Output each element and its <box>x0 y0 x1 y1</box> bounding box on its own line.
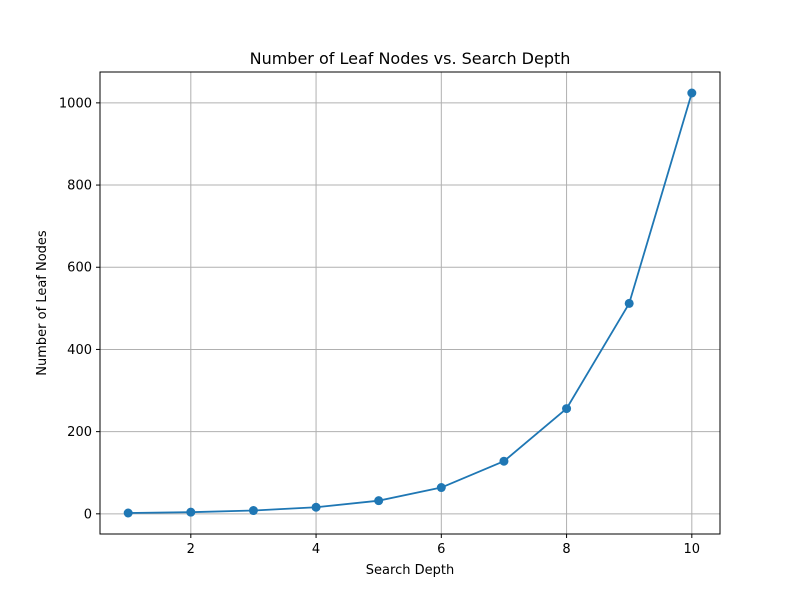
data-point <box>123 508 133 518</box>
data-point <box>562 404 572 414</box>
y-axis-label: Number of Leaf Nodes <box>35 230 50 376</box>
x-tick-label: 8 <box>562 542 570 557</box>
data-point <box>248 506 258 516</box>
x-axis-label: Search Depth <box>366 563 454 578</box>
data-point <box>311 502 321 512</box>
chart-title: Number of Leaf Nodes vs. Search Depth <box>250 49 571 68</box>
axis-ticks: 2 4 6 8 10 0 200 400 600 800 1000 <box>59 96 700 557</box>
y-tick-label: 800 <box>67 179 92 194</box>
x-tick-label: 6 <box>437 542 445 557</box>
series-layer <box>123 88 697 518</box>
data-point <box>186 507 196 517</box>
data-point <box>687 88 697 98</box>
data-point <box>436 483 446 493</box>
x-tick-label: 2 <box>187 542 195 557</box>
grid-lines <box>100 72 720 534</box>
x-tick-label: 4 <box>312 542 320 557</box>
y-tick-label: 200 <box>67 425 92 440</box>
y-tick-label: 0 <box>84 507 92 522</box>
y-tick-label: 400 <box>67 343 92 358</box>
data-point <box>499 456 509 466</box>
data-point <box>374 496 384 506</box>
x-tick-label: 10 <box>684 542 701 557</box>
data-point <box>624 298 634 308</box>
plot-area-frame <box>99 71 721 535</box>
y-tick-label: 1000 <box>59 96 92 111</box>
y-tick-label: 600 <box>67 261 92 276</box>
series-line <box>128 92 693 514</box>
